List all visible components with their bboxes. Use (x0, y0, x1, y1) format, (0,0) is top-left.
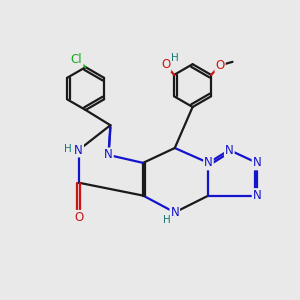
Text: O: O (74, 211, 83, 224)
Text: Cl: Cl (71, 53, 82, 66)
Text: N: N (74, 143, 83, 157)
Text: N: N (170, 206, 179, 219)
Text: H: H (171, 53, 179, 63)
Text: O: O (215, 59, 225, 72)
Text: N: N (104, 148, 113, 161)
Text: H: H (163, 215, 170, 225)
Text: O: O (161, 58, 170, 71)
Text: N: N (253, 156, 261, 170)
Text: N: N (204, 156, 213, 170)
Text: H: H (64, 143, 72, 154)
Text: N: N (225, 143, 234, 157)
Text: N: N (253, 189, 261, 202)
